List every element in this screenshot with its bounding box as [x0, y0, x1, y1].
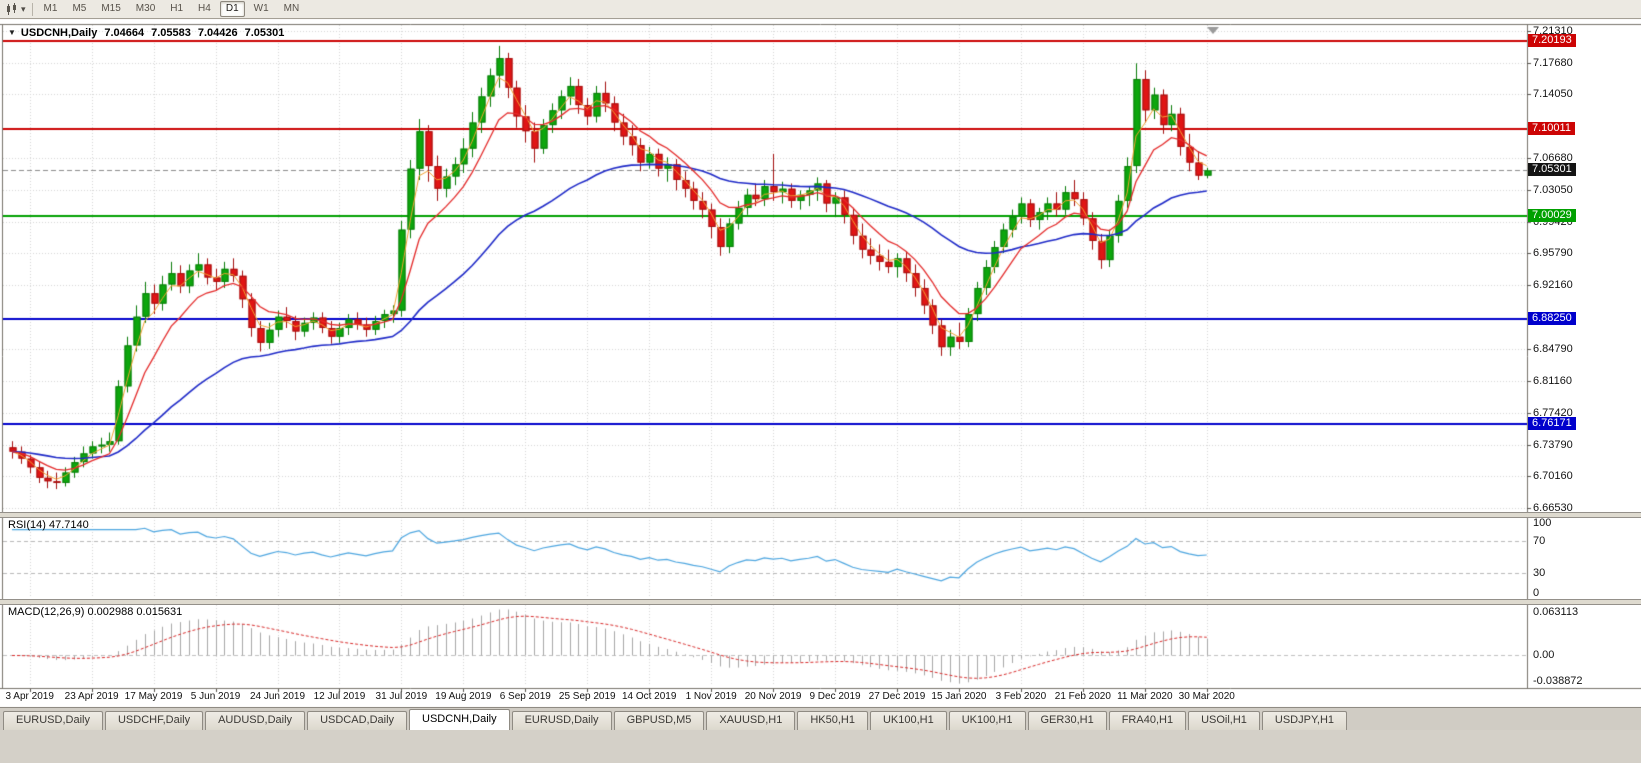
chart-tab-usdcad-daily[interactable]: USDCAD,Daily — [307, 711, 408, 730]
chart-tab-usoil-h1[interactable]: USOil,H1 — [1188, 711, 1260, 730]
chart-tab-xauusd-h1[interactable]: XAUUSD,H1 — [706, 711, 796, 730]
timeframe-button-H1[interactable]: H1 — [170, 3, 184, 14]
chart-tab-audusd-daily[interactable]: AUDUSD,Daily — [205, 711, 306, 730]
ohlc-low: 7.04426 — [197, 27, 238, 39]
timeframe-button-M1[interactable]: M1 — [43, 3, 58, 14]
chart-tab-eurusd-daily[interactable]: EURUSD,Daily — [511, 711, 612, 730]
chart-tabs-bar: EURUSD,Daily USDCHF,Daily AUDUSD,Daily USDC… — [0, 707, 1641, 730]
timeframe-button-M5[interactable]: M5 — [72, 3, 87, 14]
rsi-indicator-label: RSI(14) 47.7140 — [8, 519, 89, 531]
ohlc-open: 7.04664 — [104, 27, 145, 39]
chart-tab-fra40-h1[interactable]: FRA40,H1 — [1108, 711, 1187, 730]
panel-splitter-macd[interactable] — [0, 599, 1641, 605]
chart-tab-gbpusd-m5[interactable]: GBPUSD,M5 — [613, 711, 705, 730]
timeframe-button-H4[interactable]: H4 — [198, 3, 211, 14]
chart-tab-ger30-h1[interactable]: GER30,H1 — [1027, 711, 1107, 730]
timeframe-buttons: M1 M5 M15 M30 H1 H4 D1 W1 MN — [38, 1, 309, 17]
chart-tab-usdjpy-h1[interactable]: USDJPY,H1 — [1261, 711, 1348, 730]
chart-tab-uk100-h1[interactable]: UK100,H1 — [869, 711, 947, 730]
chart-tab-usdcnh-daily[interactable]: USDCNH,Daily — [409, 709, 510, 730]
ohlc-close: 7.05301 — [244, 27, 285, 39]
chart-tab-eurusd-daily[interactable]: EURUSD,Daily — [3, 711, 103, 730]
timeframe-button-M30[interactable]: M30 — [135, 3, 156, 14]
chart-symbol-label: USDCNH,Daily — [20, 27, 98, 39]
timeframe-button-MN[interactable]: MN — [283, 3, 300, 14]
toolbar-separator — [31, 2, 33, 16]
chart-tab-usdchf-daily[interactable]: USDCHF,Daily — [104, 711, 204, 730]
timeframe-button-M15[interactable]: M15 — [101, 3, 121, 14]
macd-indicator-label: MACD(12,26,9) 0.002988 0.015631 — [8, 606, 183, 618]
timeframe-toolbar: ▾ M1 M5 M15 M30 H1 H4 D1 W1 MN — [0, 0, 1641, 19]
panel-splitter-rsi[interactable] — [0, 512, 1641, 518]
ohlc-high: 7.05583 — [151, 27, 191, 39]
timeframe-button-W1[interactable]: W1 — [253, 3, 269, 14]
chart-tab-hk50-h1[interactable]: HK50,H1 — [797, 711, 868, 730]
chart-type-dropdown-icon[interactable]: ▾ — [21, 3, 26, 14]
chart-title: ▼ USDCNH,Daily 7.04664 7.05583 7.04426 7.0530… — [8, 27, 284, 39]
chart-tab-uk100-h1[interactable]: UK100,H1 — [948, 711, 1026, 730]
candlestick-chart-icon[interactable] — [5, 2, 19, 16]
timeframe-button-D1[interactable]: D1 — [219, 1, 245, 17]
expand-arrow-icon[interactable]: ▼ — [8, 28, 16, 37]
